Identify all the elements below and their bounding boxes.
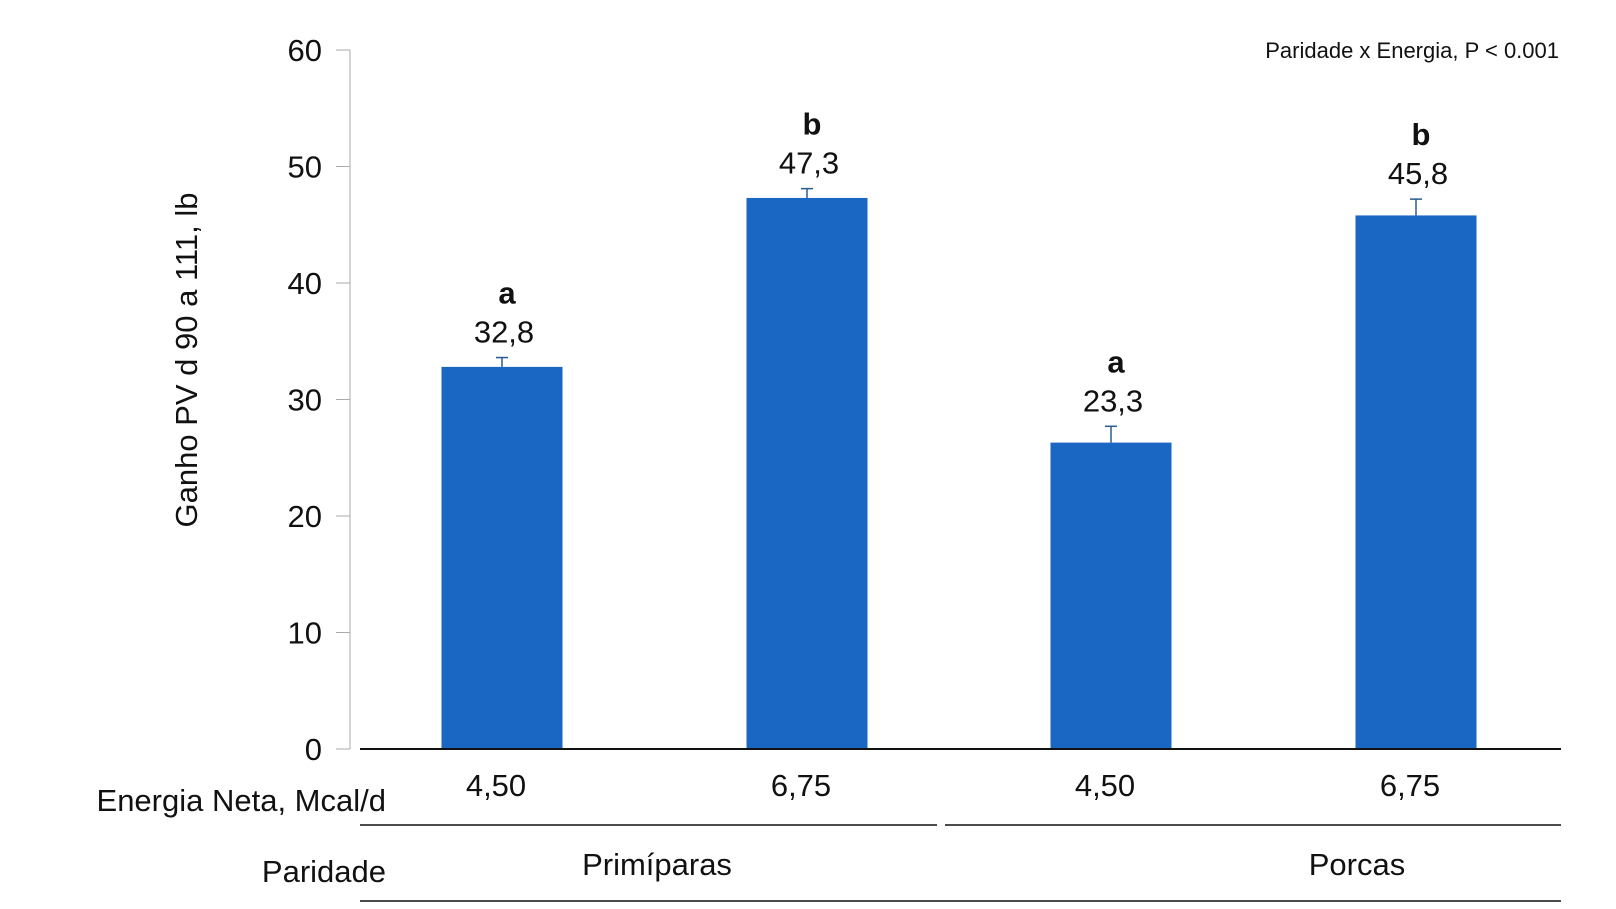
x-tick-label: 4,50 xyxy=(466,768,526,803)
x-tick-label: 4,50 xyxy=(1075,768,1135,803)
significance-letter: a xyxy=(1107,344,1125,379)
data-label: 45,8 xyxy=(1388,156,1448,191)
data-label: 47,3 xyxy=(779,146,839,181)
y-axis-label: Ganho PV d 90 a 111, lb xyxy=(169,193,204,528)
y-tick-label: 0 xyxy=(305,732,322,767)
significance-letter: b xyxy=(803,107,822,142)
significance-letter: b xyxy=(1412,117,1431,152)
annotation: Paridade x Energia, P < 0.001 xyxy=(1265,38,1559,63)
x-tick-label: 6,75 xyxy=(1380,768,1440,803)
bar xyxy=(441,366,563,749)
x-row-label: Energia Neta, Mcal/d xyxy=(97,783,386,818)
data-label: 32,8 xyxy=(474,315,534,350)
y-tick-label: 30 xyxy=(288,383,322,418)
y-tick-label: 20 xyxy=(288,499,322,534)
group-row-label: Paridade xyxy=(262,854,386,889)
group-label: Porcas xyxy=(1309,847,1405,882)
data-label: 23,3 xyxy=(1083,383,1143,418)
x-tick-label: 6,75 xyxy=(771,768,831,803)
bar xyxy=(1050,442,1172,749)
group-label: Primíparas xyxy=(582,847,732,882)
significance-letter: a xyxy=(498,276,516,311)
y-tick-label: 40 xyxy=(288,266,322,301)
y-tick-label: 50 xyxy=(288,150,322,185)
y-tick-label: 10 xyxy=(288,616,322,651)
bar xyxy=(746,197,868,749)
bar xyxy=(1355,215,1477,749)
y-tick-label: 60 xyxy=(288,33,322,68)
